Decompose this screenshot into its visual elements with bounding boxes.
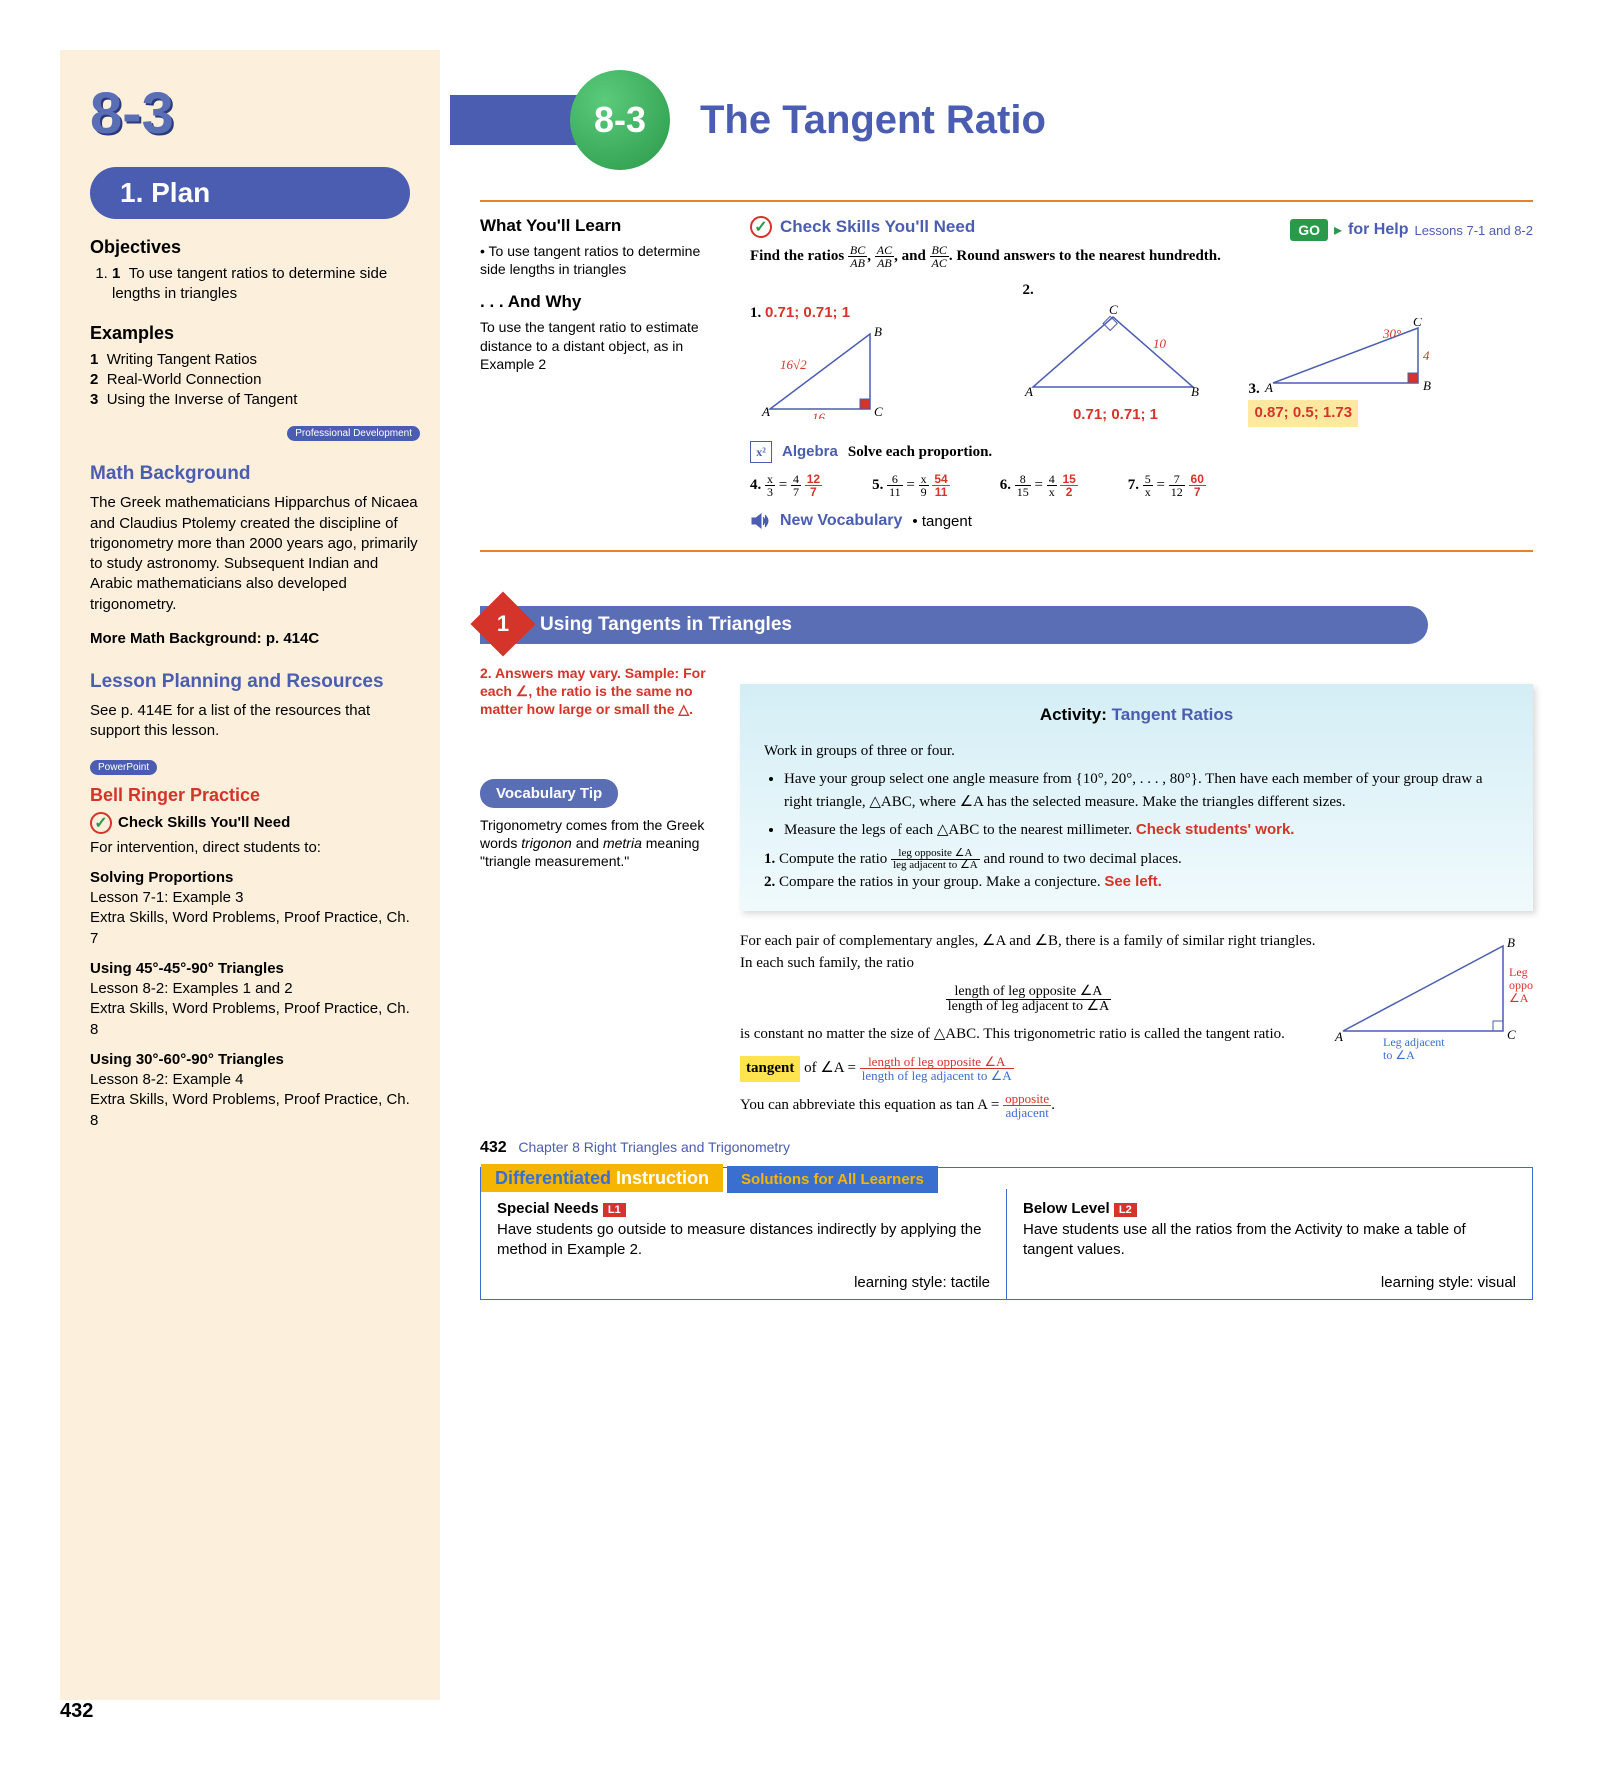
svg-text:16: 16 bbox=[812, 410, 826, 419]
chapter-footer: 432 Chapter 8 Right Triangles and Trigon… bbox=[480, 1139, 1533, 1157]
svg-text:A: A bbox=[1024, 384, 1033, 397]
using-45-h: Using 45°-45°-90° Triangles bbox=[90, 960, 284, 977]
intervention-text: For intervention, direct students to: bbox=[90, 838, 420, 858]
lesson-title: The Tangent Ratio bbox=[700, 98, 1046, 143]
lesson-planning-body: See p. 414E for a list of the resources … bbox=[90, 701, 420, 742]
svg-text:Leg: Leg bbox=[1509, 965, 1528, 979]
math-background-body: The Greek mathematicians Hipparchus of N… bbox=[90, 493, 420, 615]
speaker-icon bbox=[750, 512, 770, 530]
main-content: 8-3 The Tangent Ratio What You'll Learn … bbox=[460, 50, 1533, 1300]
plan-heading: 1. Plan bbox=[90, 167, 410, 219]
special-needs-col: Special Needs L1 Have students go outsid… bbox=[481, 1189, 1006, 1270]
go-for-help: GO ▸ for Help Lessons 7-1 and 8-2 bbox=[1290, 219, 1533, 241]
using-30-h: Using 30°-60°-90° Triangles bbox=[90, 1051, 284, 1068]
svg-text:B: B bbox=[1191, 384, 1199, 397]
algebra-icon: x² bbox=[750, 441, 772, 463]
section-diamond-icon: 1 bbox=[470, 591, 535, 656]
svg-text:B: B bbox=[1507, 935, 1515, 950]
lesson-planning-heading: Lesson Planning and Resources bbox=[90, 671, 420, 693]
svg-text:Leg adjacent: Leg adjacent bbox=[1383, 1035, 1445, 1049]
section-1-heading: 1 Using Tangents in Triangles bbox=[480, 606, 1428, 644]
vocabulary-tip-heading: Vocabulary Tip bbox=[480, 779, 618, 808]
check-icon: ✓ bbox=[90, 812, 112, 834]
answer-note: 2. Answers may vary. Sample: For each ∠,… bbox=[480, 664, 720, 719]
prof-dev-badge: Professional Development bbox=[287, 426, 420, 441]
activity-box: Activity: Tangent Ratios Work in groups … bbox=[740, 684, 1533, 911]
svg-text:A: A bbox=[1264, 380, 1273, 393]
triangle-1: A C B 16√2 16 bbox=[750, 324, 890, 419]
svg-text:∠A: ∠A bbox=[1509, 991, 1529, 1005]
svg-text:opposite: opposite bbox=[1509, 978, 1533, 992]
tangent-keyword: tangent bbox=[740, 1056, 800, 1082]
below-level-col: Below Level L2 Have students use all the… bbox=[1006, 1189, 1532, 1270]
solving-proportions-h: Solving Proportions bbox=[90, 869, 233, 886]
vocabulary-tip-body: Trigonometry comes from the Greek words … bbox=[480, 816, 720, 871]
triangles-row: 1. 0.71; 0.71; 1 A C B 16√2 16 bbox=[750, 279, 1533, 427]
svg-text:C: C bbox=[1413, 318, 1422, 329]
more-math-bg: More Math Background: p. 414C bbox=[90, 629, 420, 649]
check-skills-heading: Check Skills You'll Need bbox=[118, 814, 290, 831]
section-number: 8-3 bbox=[90, 80, 420, 147]
what-youll-learn: What You'll Learn • To use tangent ratio… bbox=[480, 216, 720, 530]
section-badge: 8-3 bbox=[570, 70, 670, 170]
examples-heading: Examples bbox=[90, 323, 420, 344]
svg-text:16√2: 16√2 bbox=[780, 357, 807, 372]
svg-text:30°: 30° bbox=[1382, 326, 1401, 341]
check-icon: ✓ bbox=[750, 216, 772, 238]
tangent-explanation: For each pair of complementary angles, ∠… bbox=[740, 931, 1317, 1119]
svg-text:to ∠A: to ∠A bbox=[1383, 1048, 1415, 1061]
proportions-row: 4. x3 = 47 127 5. 611 = x9 5411 6. 815 =… bbox=[750, 473, 1533, 498]
svg-text:B: B bbox=[874, 324, 882, 339]
go-badge: GO bbox=[1290, 219, 1328, 241]
triangle-3: A C B 30° 4 bbox=[1263, 318, 1433, 393]
labeled-triangle: A C B Leg opposite ∠A Leg adjacent to ∠A bbox=[1333, 931, 1533, 1119]
objectives-list: 1 To use tangent ratios to determine sid… bbox=[90, 264, 420, 305]
differentiated-instruction: Differentiated Instruction Solutions for… bbox=[480, 1167, 1533, 1300]
triangle-2: A B C 10 bbox=[1023, 302, 1203, 397]
objectives-heading: Objectives bbox=[90, 237, 420, 258]
bell-ringer-heading: Bell Ringer Practice bbox=[90, 785, 420, 806]
math-background-heading: Math Background bbox=[90, 463, 420, 485]
svg-text:C: C bbox=[1109, 302, 1118, 317]
page-number: 432 bbox=[60, 1700, 1533, 1723]
svg-text:C: C bbox=[1507, 1027, 1516, 1042]
check-skills-panel: ✓ Check Skills You'll Need GO ▸ for Help… bbox=[750, 216, 1533, 530]
powerpoint-badge: PowerPoint bbox=[90, 760, 157, 775]
examples-list: 1 Writing Tangent Ratios 2 Real-World Co… bbox=[90, 350, 420, 411]
svg-text:A: A bbox=[1334, 1029, 1343, 1044]
svg-text:A: A bbox=[761, 404, 770, 419]
new-vocabulary-heading: New Vocabulary bbox=[780, 512, 902, 530]
check-skills-title: Check Skills You'll Need bbox=[780, 217, 975, 237]
svg-text:C: C bbox=[874, 404, 883, 419]
svg-text:10: 10 bbox=[1153, 336, 1167, 351]
svg-text:B: B bbox=[1423, 378, 1431, 393]
svg-text:4: 4 bbox=[1423, 348, 1430, 363]
teacher-sidebar: 8-3 1. Plan Objectives 1 To use tangent … bbox=[60, 50, 440, 1700]
